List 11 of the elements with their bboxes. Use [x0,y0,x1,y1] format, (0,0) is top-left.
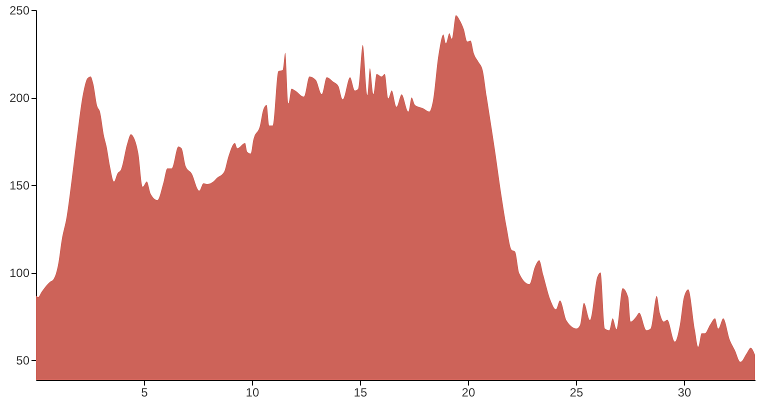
x-tick-label: 30 [678,386,692,400]
x-tick-label: 25 [570,386,584,400]
y-tick-label: 250 [9,4,30,18]
y-tick-label: 50 [16,354,30,368]
y-tick-label: 100 [9,266,30,280]
x-tick-label: 20 [462,386,476,400]
x-tick-label: 5 [141,386,148,400]
y-tick-label: 150 [9,178,30,193]
x-tick-label: 10 [246,386,260,400]
y-tick-label: 200 [9,91,30,106]
x-tick-label: 15 [354,386,368,400]
